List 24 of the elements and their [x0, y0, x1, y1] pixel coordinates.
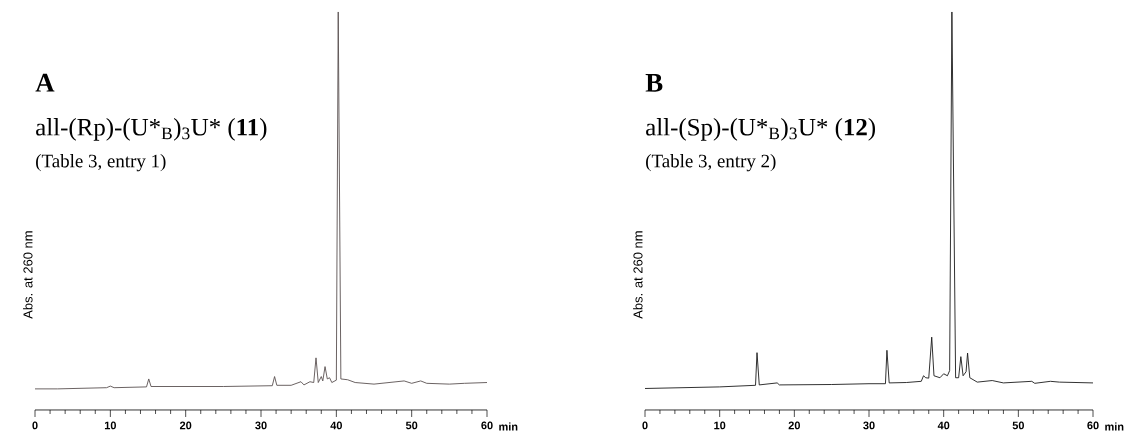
x-tick-label: 0 — [642, 421, 648, 430]
x-axis-title: min — [499, 422, 518, 431]
y-axis-title: Abs. at 260 nm — [633, 231, 643, 319]
x-tick-label: 20 — [788, 421, 800, 430]
annotation: (Table 3, entry 2) — [646, 154, 776, 172]
x-tick-label: 10 — [104, 421, 116, 430]
annotation: (Table 3, entry 1) — [36, 154, 166, 172]
y-axis-title: Abs. at 260 nm — [23, 231, 33, 319]
text: A — [35, 73, 55, 92]
x-tick-label: 10 — [714, 421, 726, 430]
x-tick-label: 60 — [481, 421, 493, 430]
x-tick-label: 40 — [330, 421, 342, 430]
x-tick-label: 40 — [937, 421, 950, 430]
x-tick-label: 30 — [863, 421, 875, 430]
x-axis-title: min — [1105, 422, 1124, 431]
x-tick-label: 50 — [1012, 421, 1024, 430]
text: B — [645, 73, 663, 92]
x-tick-label: 30 — [255, 421, 267, 430]
x-tick-label: 20 — [179, 421, 192, 430]
text: all-(Sp)-(U*$_{B}$)$_{3}$U* (12) — [646, 118, 876, 141]
x-tick-label: 0 — [32, 421, 38, 430]
x-tick-label: 60 — [1087, 421, 1099, 430]
text: all-(Rp)-(U*$_{B}$)$_{3}$U* (11) — [36, 118, 267, 141]
x-tick-label: 50 — [405, 421, 418, 430]
